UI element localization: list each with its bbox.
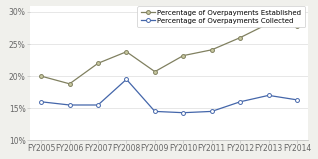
Percentage of Overpayments Collected <box>153 111 157 112</box>
Percentage of Overpayments Established <box>181 55 185 57</box>
Percentage of Overpayments Collected <box>68 104 72 106</box>
Percentage of Overpayments Established <box>39 75 43 77</box>
Percentage of Overpayments Established <box>267 23 271 24</box>
Percentage of Overpayments Established <box>68 83 72 85</box>
Percentage of Overpayments Collected <box>125 78 128 80</box>
Percentage of Overpayments Established <box>153 71 157 73</box>
Percentage of Overpayments Established <box>96 62 100 64</box>
Percentage of Overpayments Collected <box>96 104 100 106</box>
Percentage of Overpayments Collected <box>267 94 271 96</box>
Line: Percentage of Overpayments Established: Percentage of Overpayments Established <box>39 22 299 86</box>
Percentage of Overpayments Established <box>210 49 214 51</box>
Percentage of Overpayments Collected <box>181 112 185 114</box>
Percentage of Overpayments Established <box>125 51 128 53</box>
Percentage of Overpayments Established <box>295 25 299 27</box>
Percentage of Overpayments Collected <box>238 101 242 103</box>
Line: Percentage of Overpayments Collected: Percentage of Overpayments Collected <box>39 77 299 115</box>
Percentage of Overpayments Collected <box>39 101 43 103</box>
Percentage of Overpayments Collected <box>295 99 299 101</box>
Percentage of Overpayments Collected <box>210 111 214 112</box>
Legend: Percentage of Overpayments Established, Percentage of Overpayments Collected: Percentage of Overpayments Established, … <box>137 6 305 27</box>
Percentage of Overpayments Established <box>238 37 242 39</box>
